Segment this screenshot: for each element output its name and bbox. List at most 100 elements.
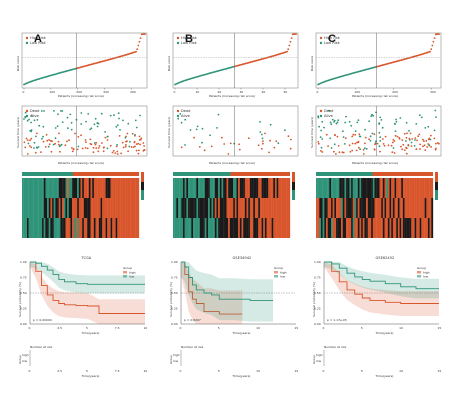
survival-ylabel: Survival time (years): [16, 117, 20, 148]
heatmap-cell: [108, 198, 111, 218]
heatmap-cell: [72, 218, 74, 238]
heatmap-cell: [123, 218, 126, 238]
km-x-tick-label: 7.5: [115, 326, 120, 330]
heatmap-cell: [336, 198, 338, 218]
km-p-value: p = 0.00000: [33, 318, 52, 322]
legend-low-marker: [319, 41, 323, 45]
survival-status-point: [414, 137, 417, 140]
heatmap-cell: [231, 218, 234, 238]
survival-status-point: [184, 118, 187, 121]
km-y-tick-label: 0.75: [171, 276, 178, 280]
survival-status-point: [138, 149, 140, 152]
heatmap-cell: [379, 178, 382, 198]
heatmap-cell: [276, 178, 279, 198]
survival-status-point: [333, 143, 336, 146]
survival-status-point: [117, 112, 120, 115]
heatmap-cell: [249, 218, 252, 238]
heatmap-cell: [174, 178, 177, 198]
heatmap-cell: [427, 218, 430, 238]
risk-x-tick-label: 0: [23, 90, 25, 94]
heatmap-cell: [266, 198, 269, 218]
heatmap-cell: [127, 218, 130, 238]
heatmap-cell: [50, 178, 53, 198]
heatmap-cell: [264, 178, 267, 198]
heatmap-cell: [37, 218, 39, 238]
survival-status-point: [325, 133, 328, 136]
heatmap-cell: [135, 178, 138, 198]
legend-alive-label: Alive: [324, 114, 334, 118]
survival-status-point: [354, 130, 357, 133]
heatmap-cell: [406, 218, 409, 238]
heatmap-cell: [87, 218, 90, 238]
survival-status-point: [89, 142, 92, 145]
heatmap-cell: [347, 198, 350, 218]
risk-table-row-label: low: [316, 359, 322, 363]
heatmap-cell: [268, 218, 271, 238]
survival-status-point: [140, 137, 143, 140]
heatmap-cell: [181, 198, 184, 218]
heatmap-cell: [379, 218, 382, 238]
heatmap-cell: [92, 198, 95, 218]
heatmap-cell: [110, 218, 113, 238]
heatmap-cell: [22, 178, 24, 198]
heatmap-key-mid: [292, 182, 295, 190]
survival-status-point: [122, 119, 124, 122]
heatmap-cell: [411, 198, 414, 218]
heatmap-cell: [236, 178, 239, 198]
heatmap-cell: [52, 178, 54, 198]
heatmap-cell: [384, 198, 387, 218]
survival-status-point: [408, 137, 411, 140]
survival-status-point: [139, 114, 141, 117]
heatmap-cell: [97, 218, 100, 238]
survival-status-point: [357, 146, 360, 149]
heatmap-cell: [382, 178, 385, 198]
heatmap-cell: [193, 178, 195, 198]
survival-status-point: [33, 141, 36, 144]
heatmap-cell: [103, 198, 106, 218]
heatmap-cell: [431, 218, 434, 238]
heatmap-cell: [427, 178, 430, 198]
survival-status-point: [394, 130, 397, 133]
heatmap-cell: [70, 218, 73, 238]
survival-status-point: [24, 146, 27, 149]
survival-status-point: [415, 148, 418, 151]
heatmap-cell: [274, 178, 277, 198]
heatmap-cell: [58, 178, 61, 198]
survival-status-point: [428, 138, 430, 141]
heatmap-cell: [38, 218, 41, 238]
heatmap-cell: [118, 178, 121, 198]
risk-table-x-tick-label: 15: [438, 369, 442, 373]
survival-status-point: [401, 148, 404, 151]
survival-status-point: [195, 128, 198, 131]
survival-status-point: [95, 147, 98, 150]
heatmap-cell: [382, 218, 385, 238]
heatmap-cell: [58, 218, 61, 238]
survival-status-point: [264, 132, 266, 135]
survival-status-point: [116, 144, 118, 146]
survival-status-point: [427, 143, 429, 145]
survival-status-point: [37, 146, 40, 148]
heatmap-cell: [354, 178, 357, 198]
heatmap-cell: [211, 198, 214, 218]
survival-status-point: [354, 142, 357, 145]
km-legend-low-label: low: [280, 275, 286, 279]
heatmap-cell: [406, 198, 409, 218]
heatmap-cell: [174, 198, 177, 218]
heatmap-cell: [67, 198, 69, 218]
survival-status-point: [351, 149, 354, 152]
survival-status-point: [97, 147, 100, 149]
heatmap-cell: [125, 198, 128, 218]
heatmap-cell: [67, 218, 69, 238]
risk-x-tick-label: 200: [392, 90, 398, 94]
legend-high-label: High risk: [324, 36, 341, 40]
survival-status-point: [330, 147, 333, 149]
survival-status-point: [321, 120, 324, 123]
heatmap-cell: [251, 178, 254, 198]
survival-status-point: [139, 143, 142, 146]
heatmap-cell: [339, 178, 342, 198]
survival-status-point: [423, 140, 425, 143]
survival-status-point: [422, 145, 424, 148]
survival-status-point: [359, 135, 362, 138]
heatmap-cell: [276, 198, 279, 218]
survival-status-point: [94, 143, 97, 146]
